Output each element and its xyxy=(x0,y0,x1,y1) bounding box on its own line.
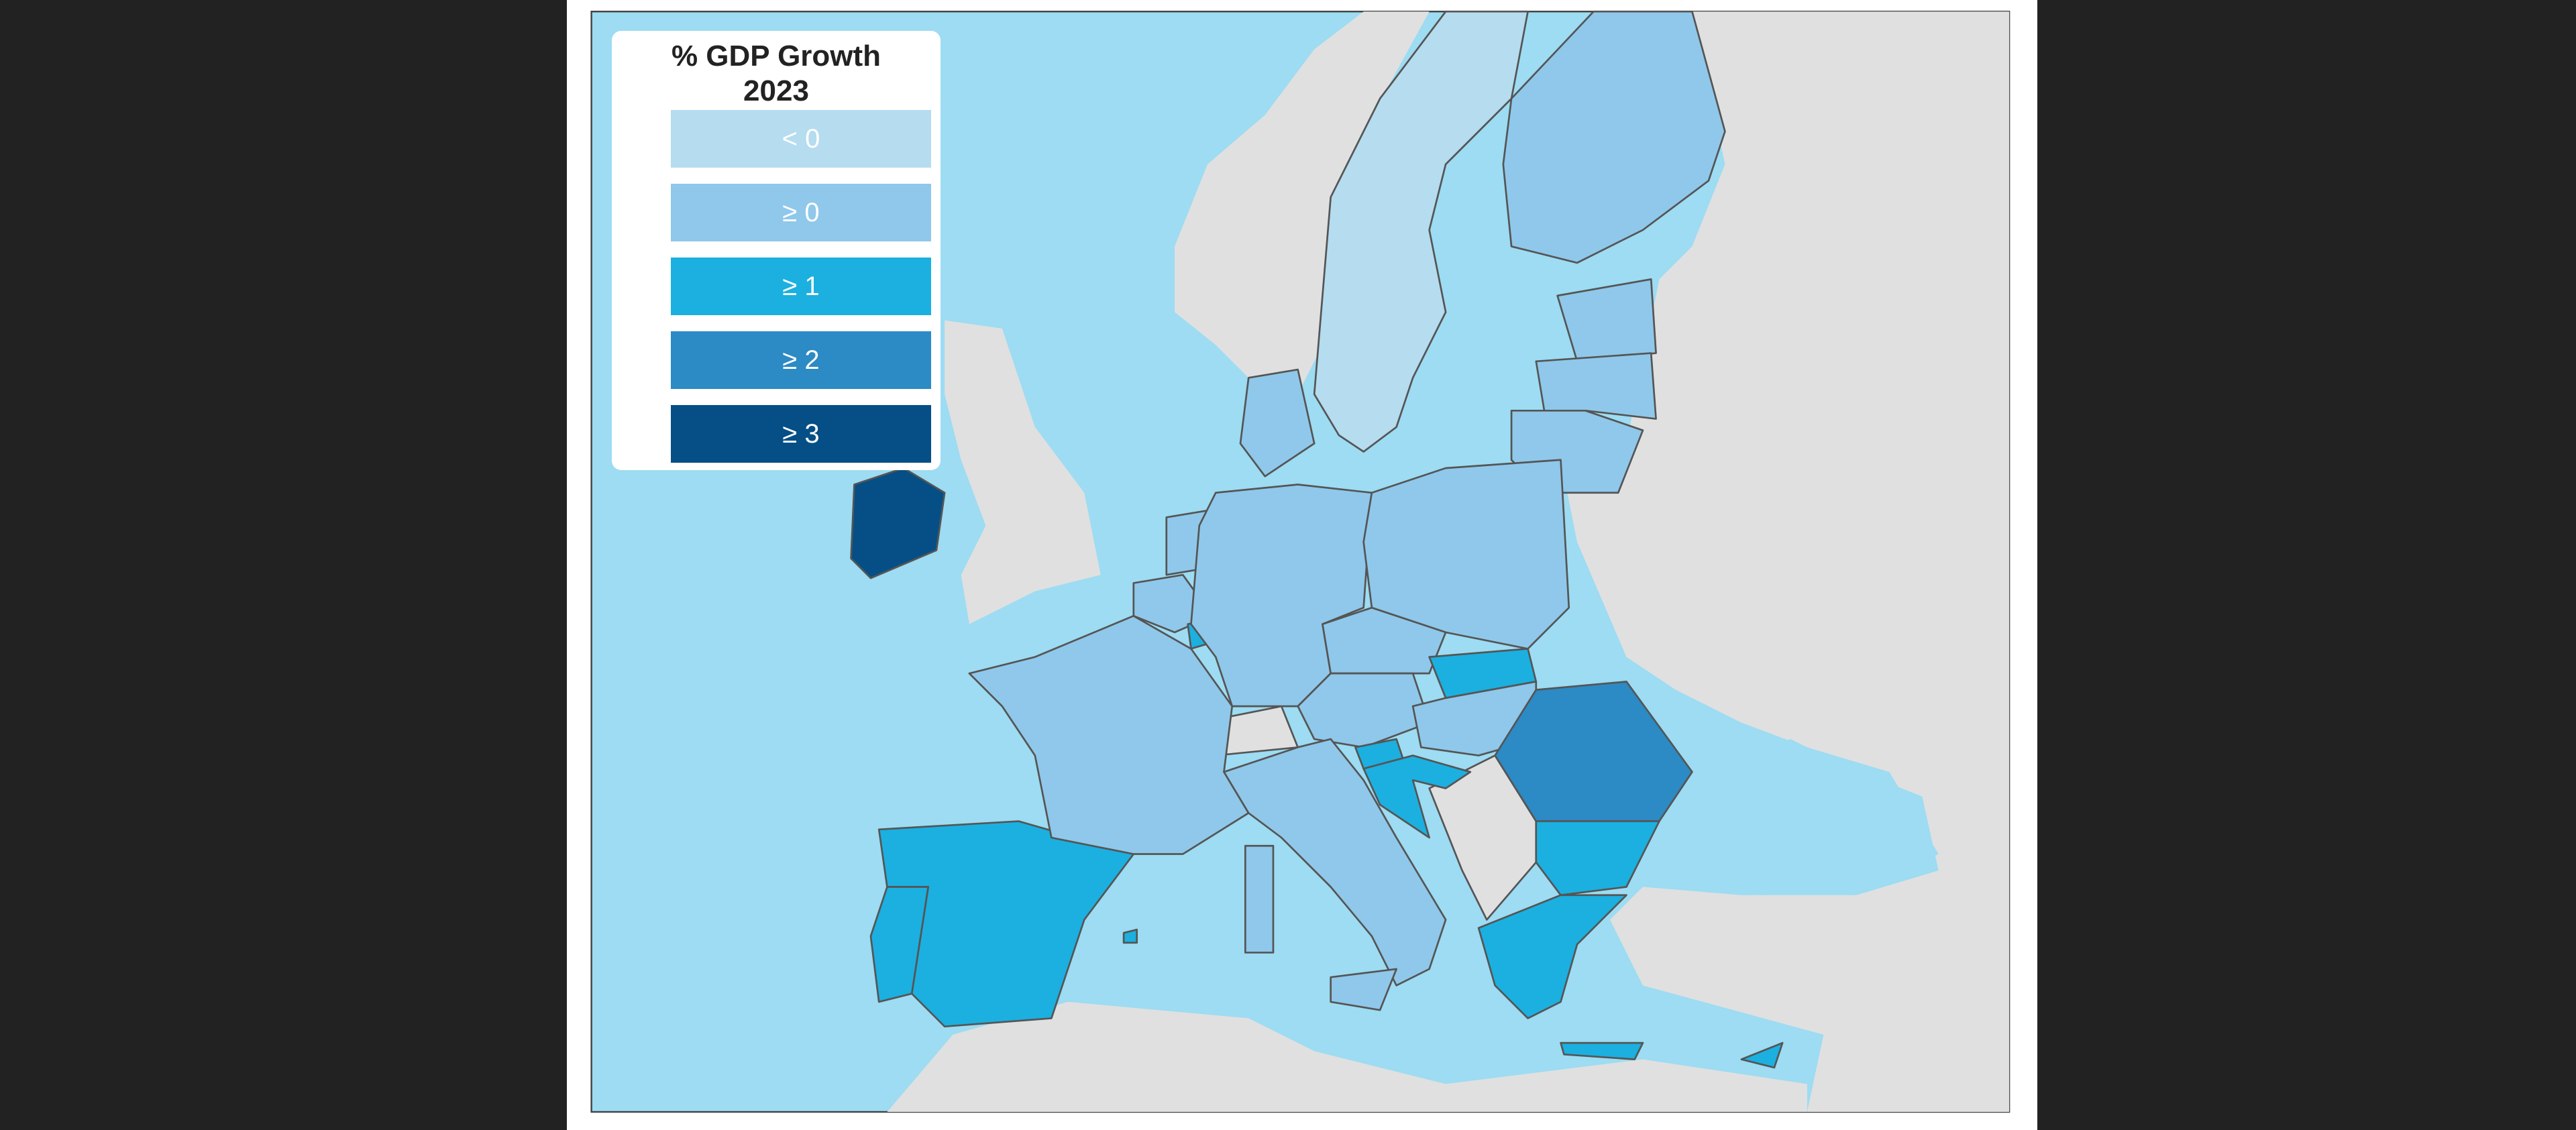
country-lv xyxy=(1535,352,1657,420)
country-bg xyxy=(1535,820,1660,897)
land-east xyxy=(1560,11,2010,1113)
legend-title-line-1: % GDP Growth xyxy=(671,40,881,72)
legend: % GDP Growth 2023 < 0 ≥ 0 ≥ 1 ≥ 2 ≥ 3 xyxy=(612,31,941,470)
country-gr xyxy=(1560,1041,1644,1060)
country-cy xyxy=(1740,1041,1784,1069)
country-hr xyxy=(1362,754,1472,839)
country-it xyxy=(1244,844,1275,954)
black-sea xyxy=(1675,739,1939,895)
legend-swatch: < 0 xyxy=(671,110,931,168)
legend-swatch: ≥ 0 xyxy=(671,184,931,241)
country-gr xyxy=(1477,894,1627,1019)
country-se xyxy=(1313,10,1529,453)
country-mt xyxy=(1122,928,1138,944)
legend-swatch: ≥ 2 xyxy=(671,331,931,389)
country-dk xyxy=(1239,368,1316,477)
country-cz xyxy=(1322,606,1447,675)
land-uk xyxy=(945,320,1101,624)
land-norway xyxy=(1175,11,1430,394)
legend-title: % GDP Growth 2023 xyxy=(612,39,941,109)
country-fi xyxy=(1502,10,1726,264)
country-ee xyxy=(1556,278,1657,363)
legend-swatch: ≥ 3 xyxy=(671,405,931,463)
country-it xyxy=(1223,738,1447,986)
land-africa xyxy=(887,1001,1807,1113)
country-it xyxy=(1330,968,1397,1011)
country-pt xyxy=(869,886,930,1003)
legend-swatch: ≥ 1 xyxy=(671,258,931,315)
legend-title-line-2: 2023 xyxy=(743,74,809,107)
